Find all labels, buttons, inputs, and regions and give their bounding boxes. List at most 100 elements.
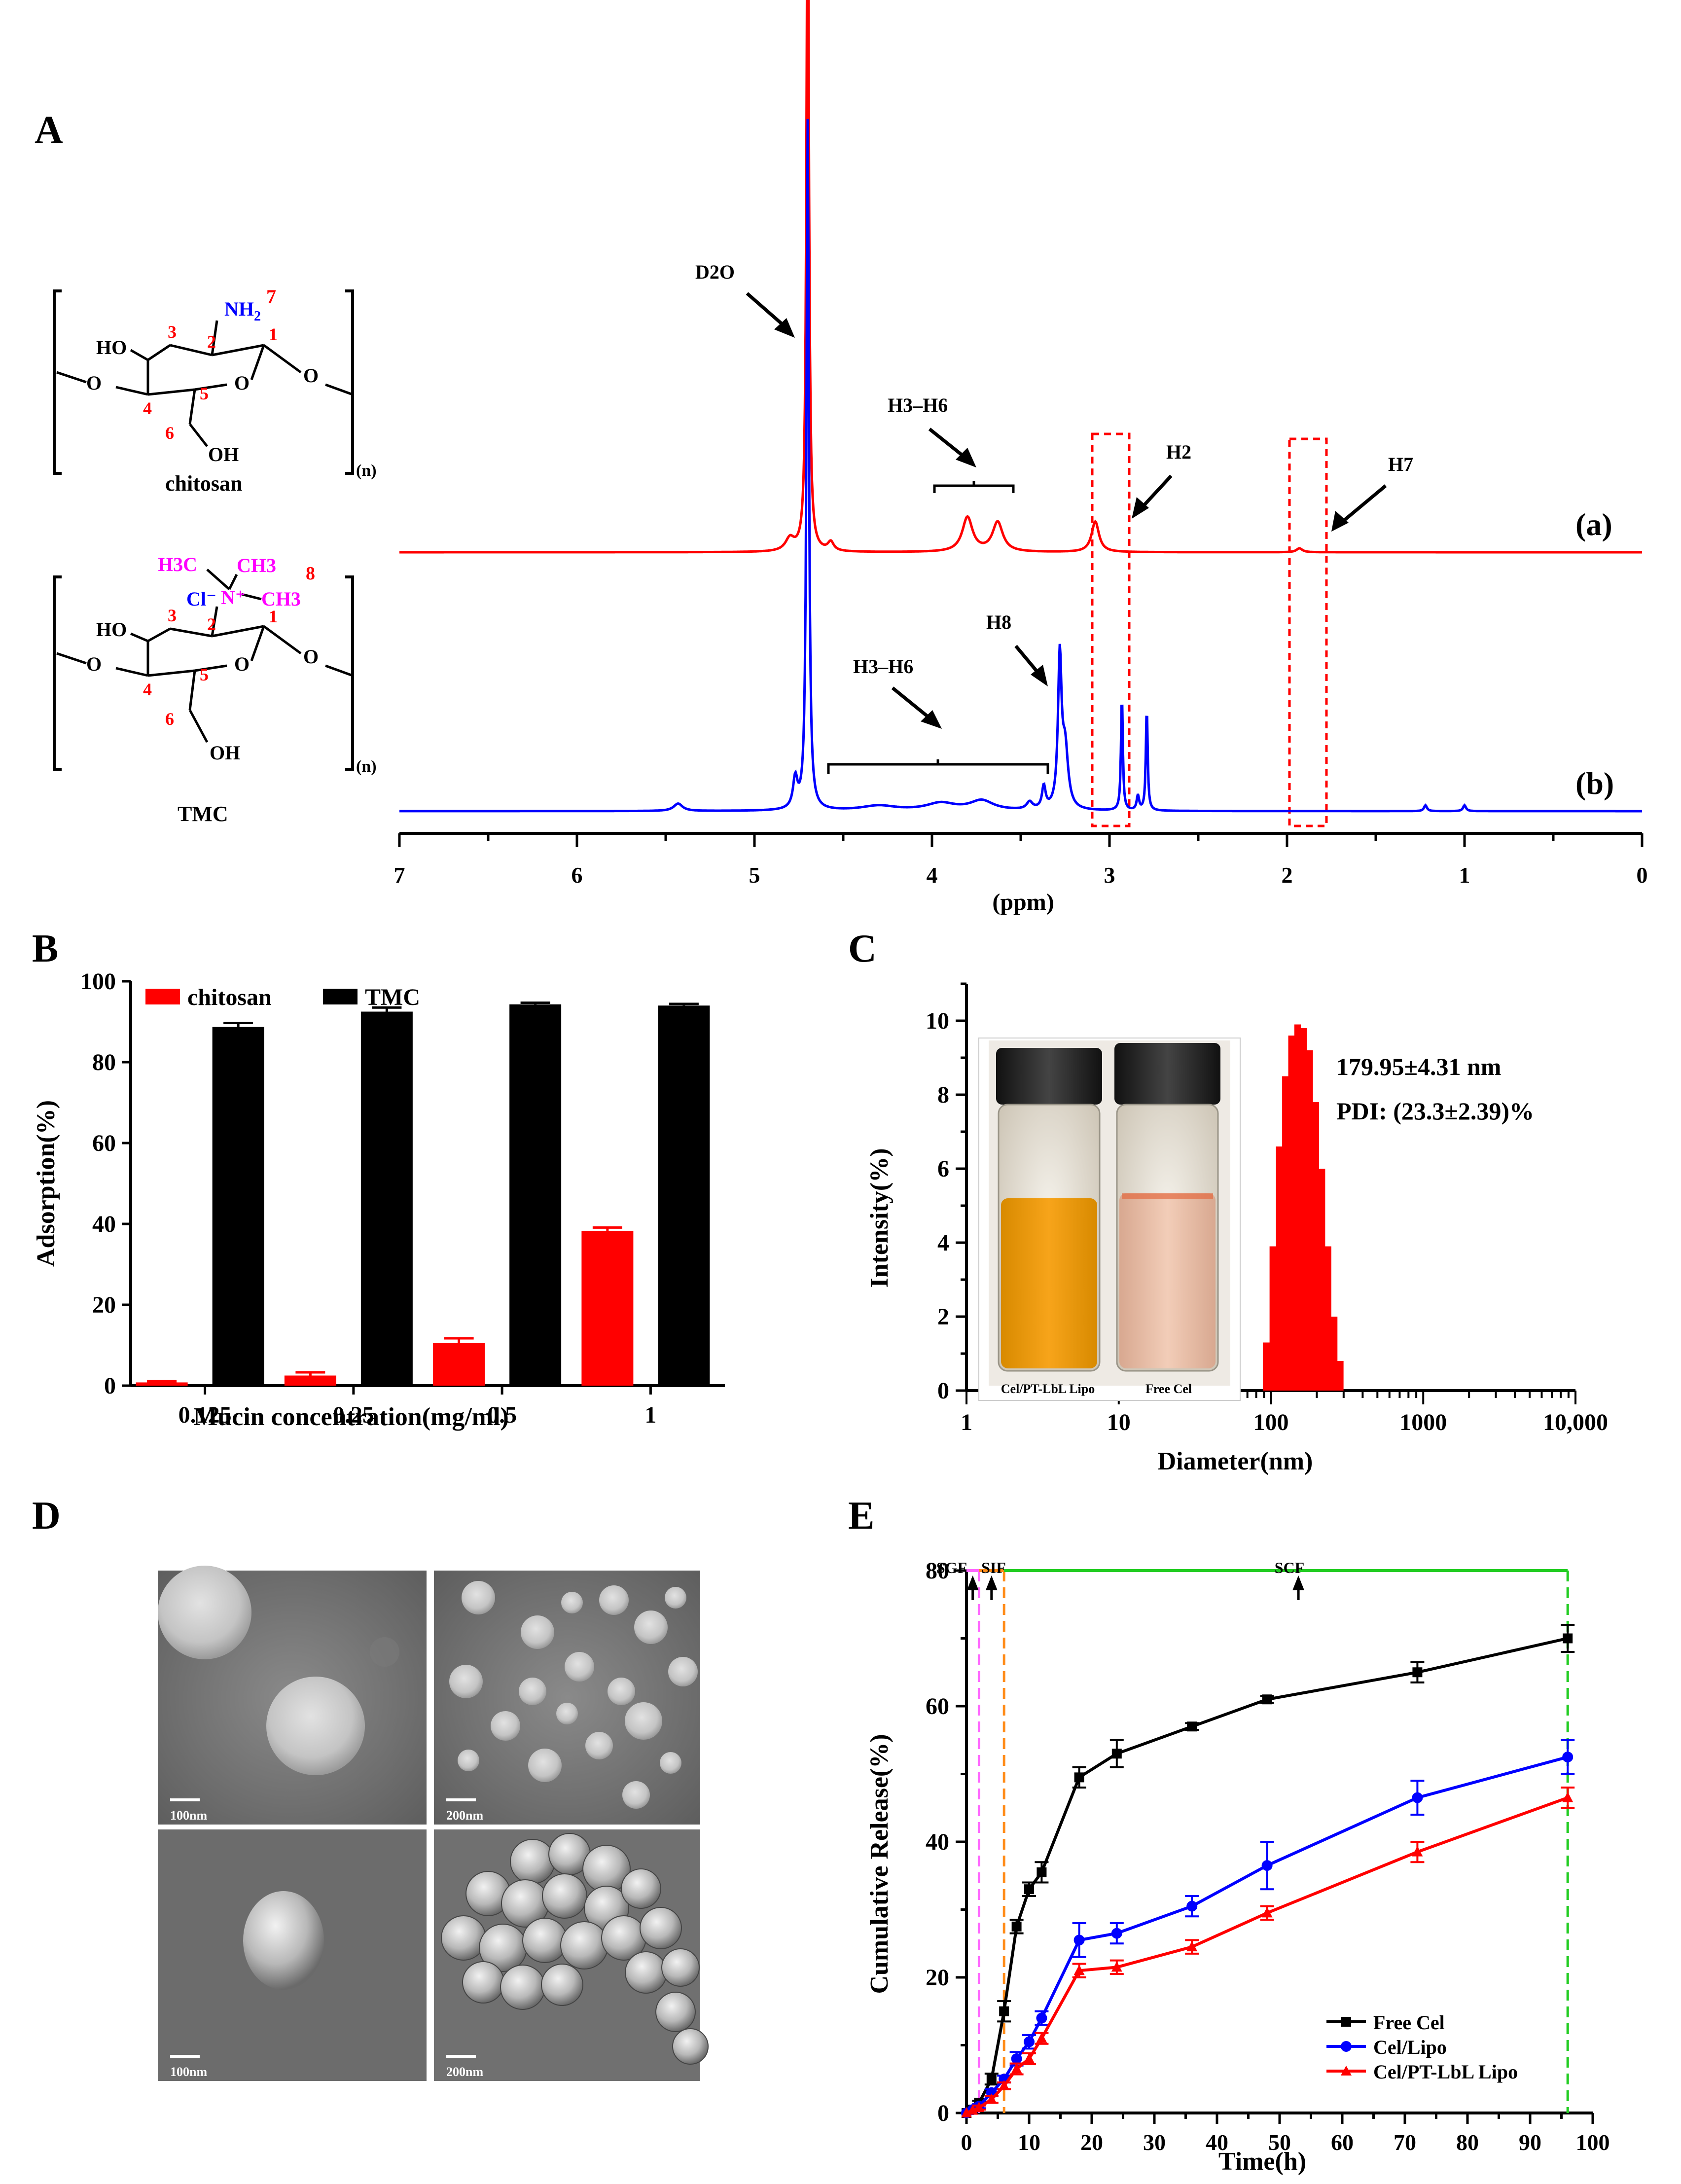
chitosan-o-ring: O: [234, 372, 250, 394]
b-bar-tmc: [509, 1004, 562, 1386]
svg-text:3: 3: [168, 322, 177, 342]
tmc-o-right: O: [303, 645, 319, 668]
b-y-tick-label: 60: [92, 1130, 116, 1156]
b-bar-chitosan: [433, 1343, 485, 1386]
b-x-tick-label: 0.125: [179, 1402, 232, 1428]
chitosan-carbon-numbers: 1 2 3 4 5 6: [143, 322, 278, 443]
b-x-tick-label: 0.5: [487, 1402, 517, 1428]
a-tick-label: 7: [394, 862, 405, 888]
b-y-tick-label: 100: [80, 968, 116, 995]
e-y-axis-label: Cumulative Release(%): [865, 1734, 894, 1994]
b-legend: chitosan TMC: [145, 984, 420, 1010]
c-y-tick-label: 8: [937, 1082, 949, 1108]
e-point: [1011, 2063, 1022, 2074]
svg-text:5: 5: [200, 665, 209, 684]
legend-swatch-tmc: [323, 989, 358, 1004]
panel-letter-e: E: [848, 1494, 874, 1538]
c-histogram-bar: [1269, 1246, 1277, 1391]
e-point: [1111, 1928, 1122, 1939]
e-point: [986, 2093, 997, 2104]
e-point: [986, 2074, 997, 2084]
svg-text:2: 2: [207, 614, 216, 634]
b-y-tick-label: 20: [92, 1292, 116, 1318]
e-point: [1562, 1791, 1574, 1802]
legend-marker-cel-lipo: [1341, 2041, 1352, 2052]
e-x-tick-label: 100: [1576, 2130, 1610, 2155]
tmc-pos8: 8: [306, 563, 315, 584]
e-point: [1261, 1907, 1273, 1918]
nmr-trace-b: [399, 119, 1642, 813]
panel-a-nmr: A HO O O O OH NH2 7: [35, 0, 1648, 915]
e-point: [1261, 1860, 1273, 1871]
e-point: [1262, 1694, 1272, 1705]
e-x-tick-label: 40: [1206, 2130, 1228, 2155]
e-point: [1562, 1752, 1574, 1763]
c-y-tick-label: 10: [926, 1008, 949, 1034]
e-point: [999, 2080, 1010, 2090]
b-x-tick-label: 1: [644, 1402, 656, 1428]
vial-cap-right: [1114, 1043, 1220, 1105]
e-point: [1073, 1965, 1085, 1975]
panel-letter-c: C: [848, 927, 877, 970]
photo-label-left: Cel/PT-LbL Lipo: [1001, 1382, 1095, 1396]
panel-letter-d: D: [32, 1494, 61, 1538]
scale-bar-2: 200nm: [446, 1808, 483, 1823]
e-point: [1036, 2012, 1047, 2024]
c-size-annotation: 179.95±4.31 nm: [1336, 1053, 1501, 1080]
e-x-tick-label: 0: [961, 2130, 972, 2155]
c-y-tick-label: 0: [937, 1378, 949, 1404]
e-y-tick-label: 20: [926, 1965, 949, 1991]
sgf-arrow-head: [966, 1575, 979, 1590]
a-tick-label: 4: [927, 862, 938, 888]
e-point: [1187, 1721, 1197, 1732]
legend-label-tmc: TMC: [365, 984, 420, 1010]
c-histogram-bar: [1288, 1036, 1295, 1391]
e-point: [1412, 1846, 1423, 1857]
c-histogram-bar: [1324, 1246, 1331, 1391]
peak-label-d2o: D2O: [695, 261, 735, 283]
peak-label-h2: H2: [1166, 441, 1191, 463]
a-tick-marks: [398, 833, 1644, 847]
tmc-oh: OH: [210, 742, 240, 764]
scale-bar-1: 100nm: [170, 1808, 207, 1823]
svg-text:6: 6: [165, 709, 174, 729]
e-x-tick-label: 80: [1456, 2130, 1479, 2155]
tmc-name: TMC: [178, 802, 228, 826]
peak-label-h7: H7: [1388, 453, 1413, 475]
legend-marker-free-cel: [1341, 2017, 1351, 2027]
chitosan-nh2: NH2: [224, 298, 261, 324]
peak-label-h3h6-b: H3–H6: [853, 655, 913, 678]
e-point: [973, 2102, 985, 2112]
c-pdi-annotation: PDI: (23.3±2.39)%: [1336, 1097, 1534, 1125]
panel-b-adsorption: B 0 20 40 60 80 100 0.125 0.25 0.5 1 chitosan TMC…: [32, 927, 725, 1431]
b-bar-tmc: [360, 1011, 413, 1386]
sem-image-2: 200nm: [434, 1571, 700, 1825]
chitosan-oh: OH: [208, 443, 239, 465]
e-point: [1186, 1900, 1198, 1912]
e-y-tick-label: 0: [937, 2100, 949, 2126]
phase-label-scf: SCF: [1275, 1559, 1304, 1576]
c-histogram-bar: [1276, 1146, 1283, 1391]
e-point: [1111, 1749, 1122, 1759]
e-x-tick-label: 90: [1519, 2130, 1541, 2155]
c-y-tick-label: 4: [937, 1230, 949, 1256]
svg-text:5: 5: [200, 384, 209, 403]
tmc-h3c: H3C: [158, 553, 197, 575]
tmc-cl: Cl⁻: [186, 588, 216, 610]
a-tick-label: 0: [1637, 862, 1648, 888]
c-histogram-bar: [1337, 1361, 1344, 1391]
e-x-tick-label: 30: [1143, 2130, 1166, 2155]
c-x-tick-label: 10: [1107, 1409, 1131, 1435]
vial-liquid-right: [1119, 1193, 1216, 1368]
chitosan-name: chitosan: [165, 471, 242, 496]
h2-highlight-box: [1091, 432, 1131, 827]
b-y-tick-label: 0: [104, 1373, 116, 1399]
peak-label-h3h6-a: H3–H6: [888, 394, 948, 416]
c-histogram-bar: [1262, 1342, 1270, 1391]
e-point: [1563, 1633, 1573, 1644]
e-x-axis-label: Time(h): [1218, 2148, 1306, 2176]
c-histogram-bar: [1306, 1050, 1313, 1391]
e-legend: Free Cel Cel/Lipo Cel/PT-LbL Lipo: [1326, 2011, 1518, 2083]
svg-text:4: 4: [143, 680, 152, 699]
